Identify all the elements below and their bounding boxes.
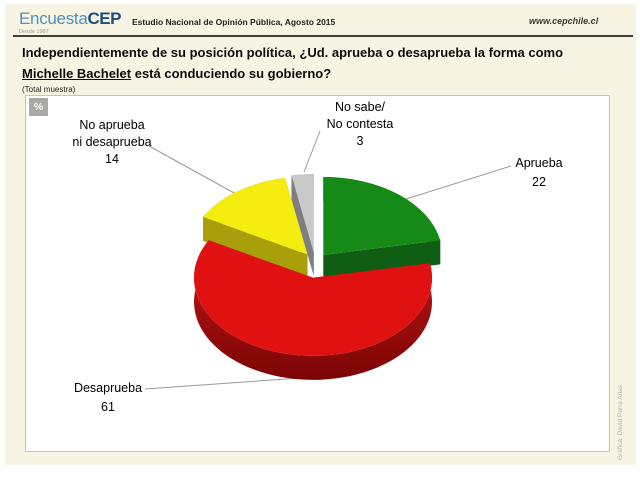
- pie-slices: [194, 174, 441, 380]
- pie-slice-no-sabe-no-contesta: [291, 174, 314, 253]
- callout-ni-line2: ni desaprueba: [72, 135, 152, 149]
- logo-text-encuesta: Encuesta: [19, 9, 88, 28]
- pie-cut-end-aprueba: [323, 240, 441, 279]
- question-line2: está conduciendo su gobierno?: [131, 66, 332, 81]
- slide-background: EncuestaCEP Desde 1987 Estudio Nacional …: [5, 4, 636, 465]
- logo-text-cep: CEP: [87, 9, 121, 28]
- pie-chart: [144, 130, 512, 390]
- pie-slice-desaprueba: [194, 240, 433, 356]
- leader-line-no-sabe: [303, 130, 321, 173]
- callout-aprueba-value: 22: [532, 175, 546, 189]
- percent-badge: %: [29, 98, 48, 116]
- callout-ns-line2: No contesta: [326, 117, 394, 131]
- callout-desaprueba-label: Desaprueba: [73, 381, 143, 395]
- callout-no-aprueba-ni-desaprueba: No aprueba ni desaprueba 14: [30, 117, 194, 168]
- leader-line-aprueba: [402, 165, 512, 201]
- sample-note: (Total muestra): [22, 85, 76, 94]
- callout-aprueba: Aprueba 22: [477, 154, 601, 192]
- study-subtitle: Estudio Nacional de Opinión Pública, Ago…: [132, 17, 336, 27]
- leader-line-desaprueba: [144, 376, 316, 390]
- survey-question: Independientemente de su posición políti…: [22, 42, 626, 84]
- pie-cut-start-no-aprueba-ni-desaprueba: [203, 216, 308, 279]
- leader-lines: [144, 130, 512, 390]
- callout-ns-value: 3: [356, 134, 364, 148]
- cep-logo: EncuestaCEP Desde 1987: [19, 10, 123, 37]
- pie-slice-aprueba: [323, 177, 441, 255]
- pie-slice-no-aprueba-ni-desaprueba: [203, 177, 308, 255]
- callout-ns-line1: No sabe/: [334, 100, 386, 114]
- question-name-underlined: Michelle Bachelet: [22, 66, 132, 81]
- pie-cut-start-no-sabe-no-contesta: [291, 175, 314, 277]
- question-line1: Independientemente de su posición políti…: [22, 45, 564, 60]
- callout-desaprueba-value: 61: [101, 400, 115, 414]
- callout-desaprueba: Desaprueba 61: [45, 379, 171, 417]
- header-divider: [13, 35, 633, 37]
- callout-no-sabe-no-contesta: No sabe/ No contesta 3: [278, 99, 442, 150]
- leader-line-no-aprueba: [148, 145, 246, 200]
- callout-ni-value: 14: [105, 152, 119, 166]
- callout-aprueba-label: Aprueba: [515, 156, 563, 170]
- website-url: www.cepchile.cl: [529, 16, 599, 26]
- graphic-credit: Gráfica: David Parra Arias: [617, 384, 624, 460]
- chart-panel: [25, 95, 610, 452]
- callout-ni-line1: No aprueba: [79, 118, 145, 132]
